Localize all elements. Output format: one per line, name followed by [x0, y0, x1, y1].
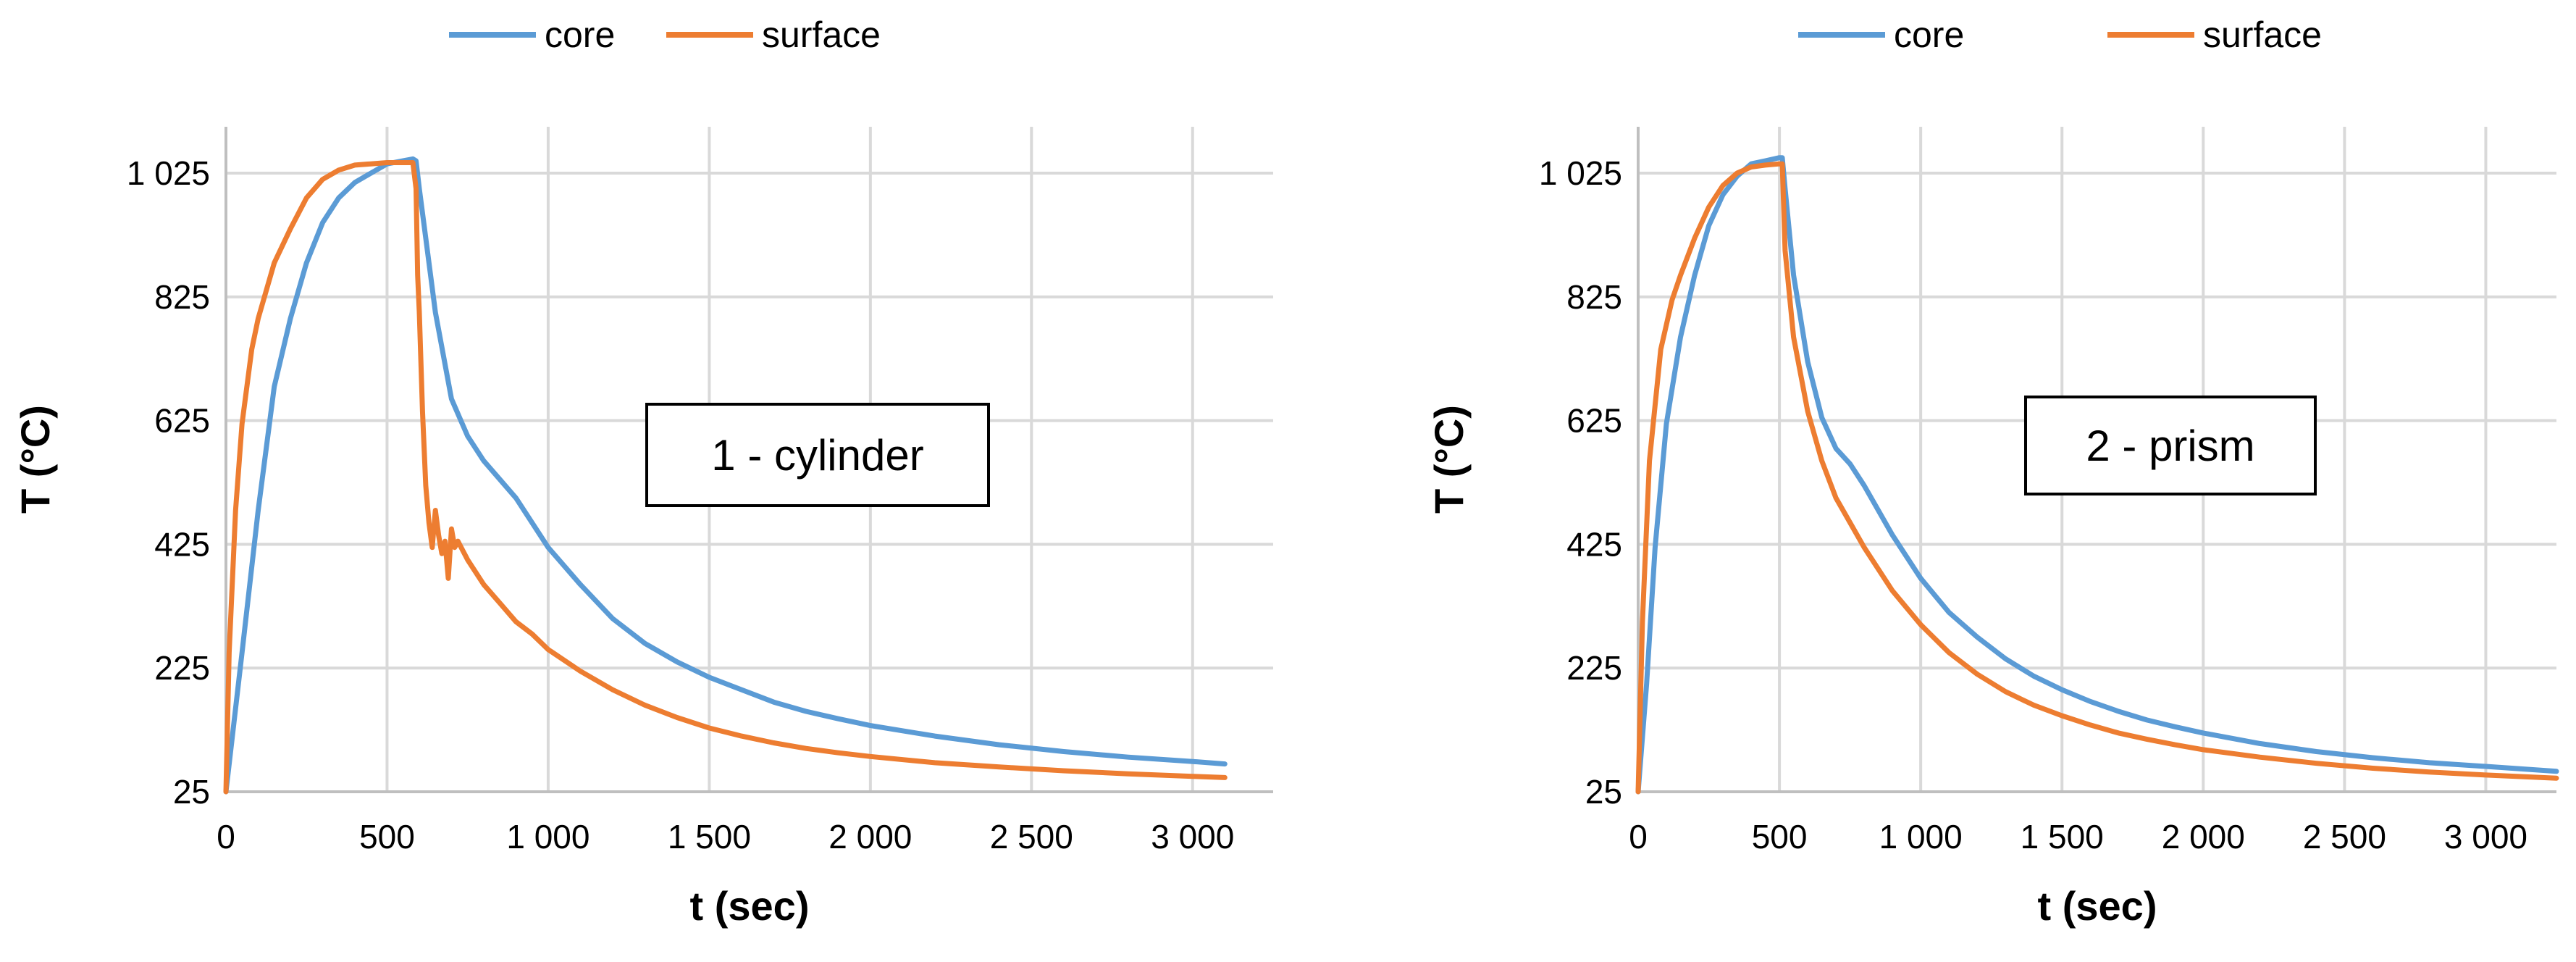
series-line-core	[223, 156, 1228, 795]
x-tick-label: 1 000	[506, 818, 590, 856]
x-tick-label: 3 000	[1151, 818, 1234, 856]
series-line-surface	[223, 160, 1228, 795]
annotation-box	[2024, 396, 2317, 495]
legend-label-surface: surface	[762, 14, 881, 55]
series-line-core	[1635, 155, 2559, 795]
y-tick-label: 25	[1585, 773, 1622, 811]
y-tick-label: 225	[1566, 649, 1622, 687]
y-axis-title: T (°C)	[12, 405, 58, 514]
y-tick-label: 1 025	[1539, 154, 1622, 192]
y-tick-label: 625	[154, 402, 210, 440]
legend-label-core: core	[545, 14, 615, 55]
x-tick-label: 3 000	[2444, 818, 2527, 856]
x-tick-label: 500	[359, 818, 415, 856]
x-tick-label: 0	[1629, 818, 1648, 856]
y-tick-label: 825	[1566, 278, 1622, 316]
x-tick-label: 1 500	[668, 818, 751, 856]
legend-label-core: core	[1894, 14, 1964, 55]
y-tick-label: 25	[173, 773, 210, 811]
y-tick-label: 825	[154, 278, 210, 316]
legend-label-surface: surface	[2203, 14, 2322, 55]
x-tick-label: 2 000	[2162, 818, 2245, 856]
y-tick-label: 625	[1566, 402, 1622, 440]
y-tick-label: 425	[1566, 525, 1622, 563]
chart-cylinder: 25 225 425 625 825 1 025 0 500 1 000 1 500 2 000 2 …	[12, 14, 1273, 929]
y-tick-label: 1 025	[127, 154, 210, 192]
y-axis-title: T (°C)	[1426, 405, 1472, 514]
x-tick-label: 2 500	[2303, 818, 2386, 856]
annotation-box	[645, 403, 990, 507]
x-tick-label: 500	[1752, 818, 1808, 856]
series-line-surface	[1635, 161, 2559, 795]
x-tick-label: 0	[217, 818, 235, 856]
y-tick-label: 425	[154, 525, 210, 563]
x-tick-label: 2 500	[990, 818, 1073, 856]
annotation-label: 2 - prism	[2086, 422, 2254, 470]
x-tick-label: 2 000	[828, 818, 912, 856]
x-tick-label: 1 000	[1879, 818, 1963, 856]
chart-prism: 25 225 425 625 825 1 025 0 500 1 000 1 500 2 000 2 …	[1426, 14, 2559, 929]
y-tick-label: 225	[154, 649, 210, 687]
x-axis-title: t (sec)	[2038, 883, 2157, 929]
x-axis-title: t (sec)	[690, 883, 810, 929]
annotation-label: 1 - cylinder	[711, 431, 923, 480]
x-tick-label: 1 500	[2021, 818, 2104, 856]
